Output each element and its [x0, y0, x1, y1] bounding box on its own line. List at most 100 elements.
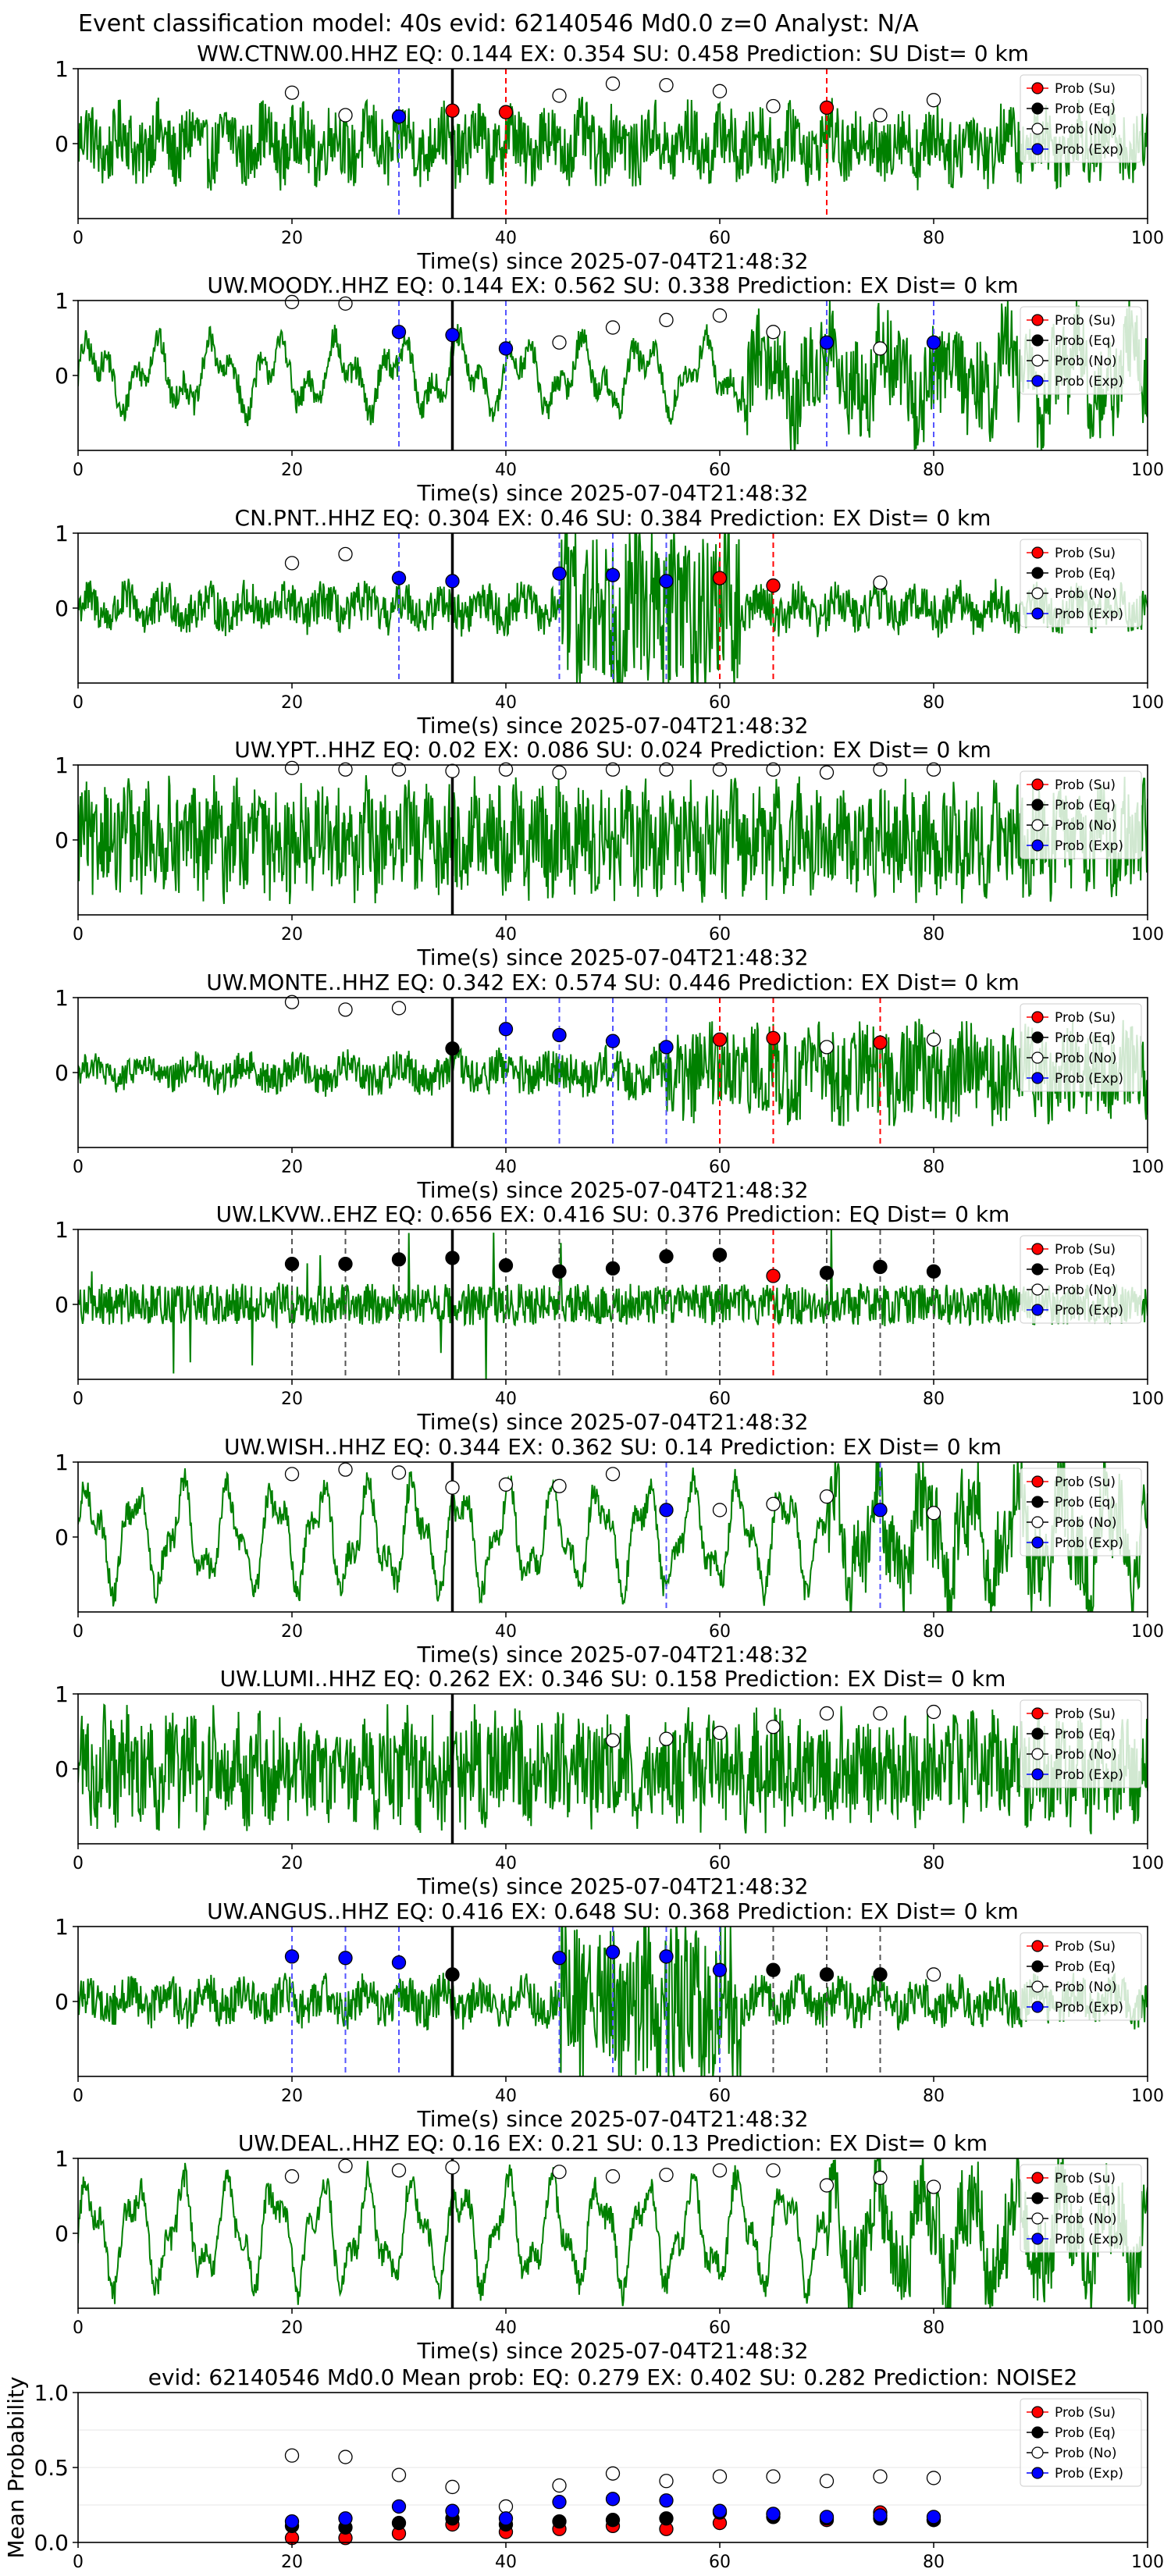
- prob-marker-no: [552, 88, 567, 103]
- mean-prob-marker-exp: [712, 2503, 728, 2518]
- y-tick-label: 0: [55, 1060, 69, 1086]
- legend-marker-exp: [1031, 143, 1044, 155]
- prob-marker-no: [659, 1731, 674, 1746]
- mean-prob-marker-exp: [445, 2503, 460, 2518]
- legend-label: Prob (Su): [1055, 1010, 1116, 1026]
- legend-label: Prob (Exp): [1055, 1767, 1123, 1783]
- prob-marker-no: [338, 762, 353, 777]
- prob-marker-no: [391, 2163, 407, 2178]
- legend-marker-su: [1031, 1940, 1044, 1952]
- legend-label: Prob (Eq): [1055, 566, 1116, 582]
- legend-label: Prob (Eq): [1055, 798, 1116, 813]
- prob-marker-su: [766, 578, 781, 593]
- legend-label: Prob (Eq): [1055, 1727, 1116, 1742]
- prob-marker-su: [712, 1032, 728, 1047]
- legend: Prob (Su) Prob (Eq) Prob (No) Prob (Exp): [1020, 1468, 1142, 1557]
- x-axis-label: Time(s) since 2025-07-04T21:48:32: [416, 1409, 808, 1435]
- legend-marker-su: [1031, 546, 1044, 559]
- y-tick-label: 1: [55, 1450, 69, 1475]
- prob-marker-no: [766, 98, 781, 114]
- y-tick-label: 0: [55, 596, 69, 621]
- panel-title: UW.YPT..HHZ EQ: 0.02 EX: 0.086 SU: 0.024…: [234, 737, 991, 763]
- y-tick-label: 1: [55, 521, 69, 546]
- prob-marker-no: [552, 1478, 567, 1493]
- legend-marker-eq: [1031, 102, 1044, 115]
- x-axis-label: Time(s) since 2025-07-04T21:48:32: [416, 713, 808, 738]
- prob-marker-exp: [873, 1503, 888, 1517]
- x-tick-label: 40: [495, 2087, 517, 2106]
- prob-marker-no: [819, 2178, 835, 2193]
- prob-marker-no: [284, 994, 300, 1009]
- y-tick-label: 1.0: [34, 2380, 69, 2406]
- prob-marker-no: [819, 765, 835, 780]
- prob-marker-no: [819, 1040, 835, 1055]
- prob-marker-no: [552, 335, 567, 350]
- x-tick-label: 60: [709, 1158, 731, 1177]
- legend-label: Prob (Eq): [1055, 333, 1116, 349]
- waveform-trace: [78, 2158, 1148, 2308]
- x-tick-label: 100: [1131, 1854, 1164, 1873]
- x-tick-label: 40: [495, 2318, 517, 2338]
- prob-marker-eq: [873, 1259, 888, 1275]
- prob-marker-no: [605, 762, 621, 777]
- prob-marker-no: [873, 108, 888, 123]
- y-tick-label: 1: [55, 985, 69, 1011]
- prob-marker-eq: [391, 1252, 407, 1267]
- prob-marker-eq: [498, 1258, 514, 1273]
- prob-marker-su: [712, 571, 728, 585]
- prob-marker-no: [284, 294, 300, 310]
- legend-box: [1020, 539, 1142, 628]
- x-tick-label: 0: [73, 1854, 84, 1873]
- y-tick-label: 1: [55, 288, 69, 314]
- legend-label: Prob (Su): [1055, 2171, 1116, 2186]
- panel-7: UW.WISH..HHZ EQ: 0.344 EX: 0.362 SU: 0.1…: [55, 1434, 1164, 1667]
- panel-5: UW.MONTE..HHZ EQ: 0.342 EX: 0.574 SU: 0.…: [55, 970, 1164, 1203]
- legend-label: Prob (Exp): [1055, 607, 1123, 622]
- x-axis-label: Time(s) since 2025-07-04T21:48:32: [416, 2106, 808, 2132]
- panel-title: evid: 62140546 Md0.0 Mean prob: EQ: 0.27…: [148, 2364, 1078, 2390]
- legend-label: Prob (Eq): [1055, 1262, 1116, 1278]
- legend: Prob (Su) Prob (Eq) Prob (No) Prob (Exp): [1020, 1235, 1142, 1324]
- legend-marker-exp: [1031, 1536, 1044, 1549]
- panel-3: CN.PNT..HHZ EQ: 0.304 EX: 0.46 SU: 0.384…: [55, 505, 1164, 738]
- mean-prob-marker-exp: [819, 2510, 835, 2524]
- legend: Prob (Su) Prob (Eq) Prob (No) Prob (Exp): [1020, 770, 1142, 859]
- waveform-trace: [78, 301, 1148, 450]
- x-tick-label: 80: [923, 1622, 945, 1642]
- x-tick-label: 80: [923, 1389, 945, 1409]
- legend-marker-exp: [1031, 1768, 1044, 1781]
- legend-label: Prob (Su): [1055, 777, 1116, 793]
- prob-marker-no: [391, 1465, 407, 1480]
- legend-label: Prob (No): [1055, 122, 1117, 137]
- legend: Prob (Su) Prob (Eq) Prob (No) Prob (Exp): [1020, 74, 1142, 163]
- legend-marker-no: [1031, 1516, 1044, 1528]
- x-axis-label: Time(s) since 2025-07-04T21:48:32: [416, 480, 808, 506]
- x-tick-label: 60: [709, 2318, 731, 2338]
- y-tick-label: 0: [55, 1989, 69, 2015]
- prob-marker-eq: [284, 1257, 300, 1272]
- mean-prob-marker-no: [605, 2466, 621, 2481]
- x-tick-label: 80: [923, 2553, 945, 2572]
- panel-title: UW.LUMI..HHZ EQ: 0.262 EX: 0.346 SU: 0.1…: [220, 1666, 1006, 1692]
- legend-label: Prob (Exp): [1055, 374, 1123, 390]
- mean-prob-marker-exp: [873, 2508, 888, 2523]
- prob-marker-exp: [819, 335, 835, 350]
- legend-label: Prob (Eq): [1055, 101, 1116, 117]
- legend-marker-su: [1031, 1243, 1044, 1255]
- prob-marker-no: [766, 2163, 781, 2178]
- panel-6: UW.LKVW..EHZ EQ: 0.656 EX: 0.416 SU: 0.3…: [55, 1201, 1164, 1435]
- legend-label: Prob (Su): [1055, 81, 1116, 97]
- legend-label: Prob (Su): [1055, 1706, 1116, 1722]
- x-tick-label: 100: [1131, 925, 1164, 945]
- x-tick-label: 60: [709, 2553, 731, 2572]
- panel-title: UW.LKVW..EHZ EQ: 0.656 EX: 0.416 SU: 0.3…: [216, 1201, 1010, 1227]
- prob-marker-exp: [284, 1949, 300, 1964]
- panel-title: UW.MONTE..HHZ EQ: 0.342 EX: 0.574 SU: 0.…: [206, 970, 1020, 995]
- x-axis-label: Time(s) since 2025-07-04T21:48:32: [416, 1873, 808, 1899]
- prob-marker-exp: [391, 1955, 407, 1970]
- x-tick-label: 80: [923, 693, 945, 713]
- prob-marker-no: [766, 1720, 781, 1735]
- x-tick-label: 100: [1131, 2087, 1164, 2106]
- prob-marker-no: [284, 556, 300, 571]
- prob-marker-no: [391, 1001, 407, 1016]
